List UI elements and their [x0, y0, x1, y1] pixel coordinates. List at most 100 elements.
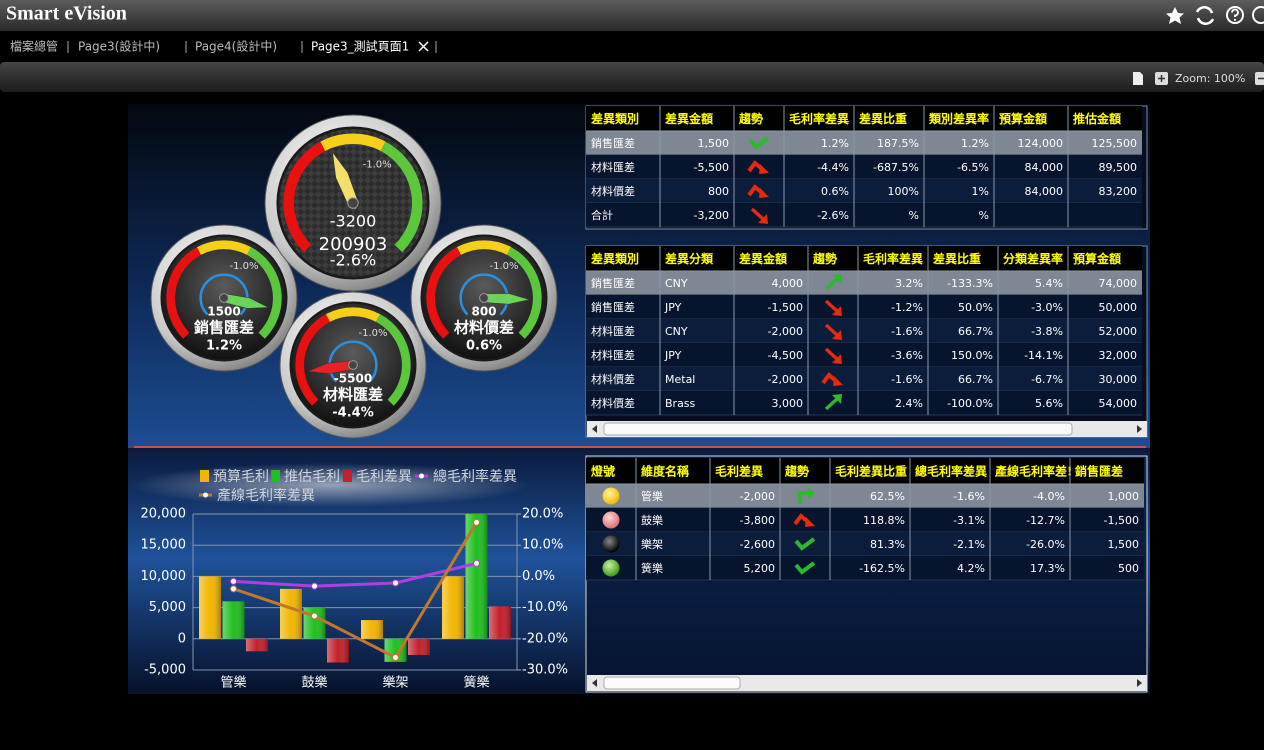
tab-close[interactable] — [418, 41, 429, 52]
table-cell: -3.0% — [1031, 301, 1063, 314]
table-cell: -1.2% — [891, 301, 923, 314]
tab[interactable]: 檔案總管 — [10, 39, 58, 54]
legend-label: 總毛利率差異 — [433, 468, 517, 485]
data-table: 管樂 -2,000 62.5% -1.6% -4.0% 1,000 鼓樂 -3,800 118.… — [586, 458, 1144, 581]
page-icon[interactable] — [1133, 72, 1143, 85]
tab-active[interactable]: Page3_測試頁面1 — [311, 39, 409, 54]
gauge-rate: 0.6% — [466, 339, 502, 354]
table-header: 預算金額 — [999, 111, 1047, 126]
table-cell: -2,000 — [740, 490, 775, 503]
legend-glow — [130, 463, 530, 507]
zoom-in[interactable] — [1155, 72, 1168, 85]
legend-item: 預算毛利 — [200, 469, 269, 485]
scroll-thumb[interactable] — [603, 676, 741, 690]
table-row-bg — [586, 532, 1144, 556]
gauge-name: 材料匯差 — [323, 386, 383, 404]
table-cell: 5.4% — [1035, 277, 1063, 290]
trend-head — [808, 487, 815, 499]
table-cell: 50,000 — [1099, 301, 1138, 314]
x-tick-label: 鼓樂 — [301, 675, 327, 691]
table-header: 趨勢 — [784, 464, 809, 479]
table-header: 差異類別 — [590, 111, 639, 126]
table-cell: 54,000 — [1099, 397, 1138, 410]
gauge-band-green — [246, 247, 282, 339]
table-cell: 管樂 — [641, 489, 663, 503]
trend-icon — [748, 136, 770, 150]
scroll-right[interactable] — [1137, 679, 1142, 687]
table-row-bg — [586, 367, 1142, 391]
power-icon[interactable] — [1252, 6, 1264, 24]
trend-line — [824, 277, 839, 291]
gauge-target: -1.0% — [489, 261, 518, 272]
table-header: 產線毛利率差! — [994, 464, 1072, 479]
table-cell: -5,500 — [694, 161, 729, 174]
line-point — [311, 612, 318, 620]
y-tick-label: 10,000 — [141, 569, 187, 584]
table-cell: -1.6% — [891, 373, 923, 386]
table-header: 差異比重 — [932, 251, 981, 266]
trend-head — [759, 188, 769, 198]
table-header-bg — [586, 246, 1142, 271]
table-cell: -14.1% — [1024, 349, 1063, 362]
table-row-bg — [586, 203, 1142, 227]
trend-head — [759, 164, 769, 174]
scroll-left[interactable] — [592, 425, 597, 433]
scroll-right[interactable] — [1137, 425, 1142, 433]
app-title: Smart eVision — [6, 3, 127, 25]
y-tick-label: -5,000 — [144, 663, 186, 678]
data-table: 銷售匯差 1,500 1.2% 187.5% 1.2% 124,000 125,500 材料匯… — [586, 106, 1142, 228]
table-cell: -133.3% — [947, 277, 993, 290]
table-cell: 簧樂 — [641, 561, 663, 575]
trend-icon — [794, 537, 816, 551]
table-cell: 187.5% — [877, 137, 919, 150]
help-icon[interactable] — [1226, 6, 1244, 24]
trend-icon — [747, 160, 769, 174]
refresh-icon[interactable] — [1195, 6, 1215, 25]
trend-check — [794, 561, 816, 575]
trend-icon — [824, 323, 842, 340]
trend-zig — [793, 513, 810, 526]
tab[interactable]: Page4(設計中) — [195, 39, 277, 54]
bar-shine — [246, 638, 268, 652]
table-row-bg — [586, 179, 1142, 203]
scroll-thumb[interactable] — [603, 422, 1073, 436]
table-cell: 124,000 — [1018, 137, 1064, 150]
line-point — [473, 559, 480, 567]
table-cell: 材料匯差 — [591, 348, 635, 362]
h-scrollbar[interactable] — [587, 675, 1147, 691]
trend-head — [805, 517, 815, 527]
table-cell: 89,500 — [1099, 161, 1138, 174]
h-scrollbar[interactable] — [587, 421, 1147, 437]
trend-line — [824, 347, 839, 361]
tab[interactable]: Page3(設計中) — [78, 39, 160, 54]
gauge-band-yellow — [325, 307, 381, 322]
legend-label: 產線毛利率差異 — [217, 487, 315, 504]
table-header: 類別差異率 — [928, 111, 989, 126]
gauge-rate: 1.2% — [206, 339, 242, 354]
gauge-hub — [347, 197, 359, 209]
y2-tick-label: 20.0% — [522, 507, 563, 522]
status-lamp — [602, 487, 620, 505]
table-header: 差異金額 — [738, 251, 787, 266]
gauge-target: -1.0% — [358, 328, 387, 339]
table-cell: -3.8% — [1031, 325, 1063, 338]
table-header: 差異分類 — [664, 251, 714, 266]
scroll-left[interactable] — [592, 679, 597, 687]
table-cell: 83,200 — [1099, 185, 1138, 198]
star-icon[interactable] — [1166, 7, 1184, 24]
status-lamp — [602, 535, 620, 553]
table-cell: -162.5% — [859, 562, 905, 575]
trend-zig — [747, 184, 764, 197]
trend-icon — [794, 561, 816, 575]
table-cell: -4.4% — [817, 161, 849, 174]
trend-head — [832, 354, 842, 364]
table-cell: 500 — [1118, 562, 1139, 575]
table-cell: 800 — [708, 185, 729, 198]
title-bar — [0, 0, 1264, 31]
table-header: 推估金額 — [1073, 111, 1121, 126]
zoom-out[interactable] — [1255, 72, 1264, 85]
table-cell: 50.0% — [958, 301, 993, 314]
